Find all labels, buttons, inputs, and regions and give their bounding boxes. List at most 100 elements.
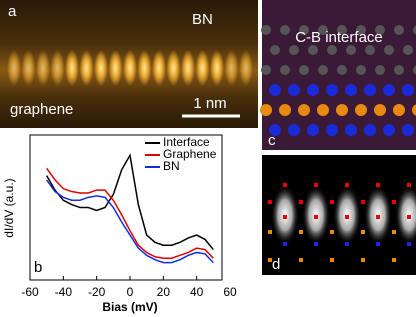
site-marker [407, 242, 411, 246]
site-marker [361, 200, 365, 204]
atom [288, 84, 300, 96]
site-marker [283, 242, 287, 246]
site-marker [361, 230, 365, 234]
panel-label: d [272, 256, 280, 273]
data-line [46, 153, 214, 251]
site-marker [283, 183, 287, 187]
atom [307, 124, 319, 136]
atom [355, 104, 367, 116]
site-marker [314, 242, 318, 246]
x-tick-label: -20 [88, 285, 106, 299]
legend-label: Graphene [163, 147, 217, 161]
legend-label: Interface [163, 135, 210, 149]
atom [356, 25, 366, 35]
atom [317, 104, 329, 116]
atom [336, 104, 348, 116]
site-marker [314, 183, 318, 187]
site-marker [376, 183, 380, 187]
y-axis-label: dI/dV (a.u.) [2, 178, 16, 237]
panel-a: a BN graphene 1 nm [0, 0, 258, 128]
site-marker [268, 200, 272, 204]
bright-spot [195, 50, 210, 86]
site-marker [283, 215, 287, 219]
site-marker [392, 258, 396, 262]
panel-d: d [262, 155, 416, 275]
atom [261, 65, 271, 75]
atom [402, 124, 414, 136]
panel-label: c [268, 132, 276, 149]
atom [261, 25, 271, 35]
atom [412, 104, 416, 116]
site-marker [345, 242, 349, 246]
site-marker [345, 183, 349, 187]
bright-spot [7, 50, 21, 86]
legend-label: BN [163, 159, 180, 173]
atom [299, 65, 309, 75]
site-marker [345, 215, 349, 219]
x-axis-label: Bias (mV) [102, 300, 157, 314]
bright-spot [108, 50, 123, 86]
atom [280, 25, 290, 35]
atom [260, 104, 272, 116]
site-marker [299, 230, 303, 234]
site-marker [392, 200, 396, 204]
atom [394, 25, 404, 35]
atom [375, 65, 385, 75]
x-tick-label: -60 [21, 285, 39, 299]
atom [394, 65, 404, 75]
bright-spot [224, 50, 239, 86]
atom [364, 124, 376, 136]
site-marker [299, 258, 303, 262]
bright-spot [50, 50, 65, 86]
atom [345, 124, 357, 136]
atom [374, 104, 386, 116]
bright-spot [152, 50, 166, 86]
atom [345, 84, 357, 96]
site-marker [376, 215, 380, 219]
panel-label: b [34, 259, 42, 276]
atom [337, 25, 347, 35]
glow [395, 185, 416, 245]
atom [365, 45, 375, 55]
atom [393, 104, 405, 116]
atom [318, 65, 328, 75]
atom [298, 104, 310, 116]
bright-spot [94, 50, 108, 86]
bright-spot [21, 50, 36, 86]
bright-spot [36, 50, 50, 86]
data-line [46, 167, 214, 259]
scale-bar-label: 1 nm [193, 95, 226, 112]
region-label: graphene [10, 101, 73, 118]
atom [403, 45, 413, 55]
atom [413, 25, 416, 35]
site-marker [314, 215, 318, 219]
atom [326, 84, 338, 96]
plot-frame [29, 134, 223, 281]
x-tick-label: -40 [55, 285, 73, 299]
atom [337, 65, 347, 75]
atom [318, 25, 328, 35]
bright-spot [137, 50, 152, 86]
atom [288, 124, 300, 136]
atom [269, 84, 281, 96]
atom [289, 45, 299, 55]
bright-spot [65, 50, 79, 86]
atom [356, 65, 366, 75]
site-marker [330, 200, 334, 204]
bright-spot [210, 50, 224, 86]
atom [364, 84, 376, 96]
atom [307, 84, 319, 96]
panel-b: b Bias (mV) dI/dV (a.u.) -60 -40 -20 0 20 40 6… [2, 134, 237, 314]
bright-spot [79, 50, 94, 86]
data-line [46, 179, 214, 264]
atom [299, 25, 309, 35]
atom [280, 65, 290, 75]
site-marker [407, 215, 411, 219]
site-marker [299, 200, 303, 204]
x-tick-label: 60 [223, 285, 237, 299]
bright-spot [181, 50, 195, 86]
x-tick-label: 20 [157, 285, 171, 299]
site-marker [407, 183, 411, 187]
x-tick-label: 40 [190, 285, 204, 299]
atom [270, 45, 280, 55]
